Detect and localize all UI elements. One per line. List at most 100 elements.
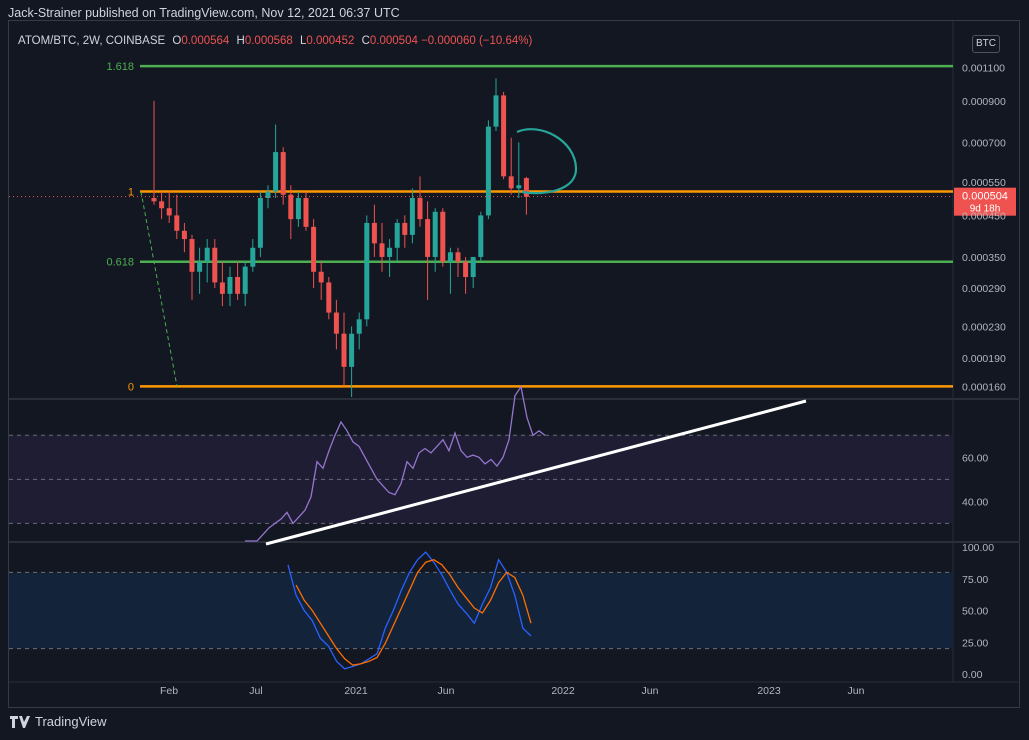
price-axis-tick: 0.001100 [962,63,1005,75]
candle-body [257,197,263,248]
candle-body [326,282,332,313]
rsi-axis-tick: 40.00 [962,496,988,508]
candle-body [181,230,187,240]
candle-body [387,247,393,257]
publisher-header: Jack-Strainer published on TradingView.c… [8,6,400,20]
candle-body [349,333,355,367]
candle-body [508,176,514,189]
tradingview-logo-icon [10,715,30,728]
candle-body [485,126,491,216]
candle-body [242,266,248,294]
candlestick-series [151,78,529,397]
candle-body [417,197,423,220]
stoch-d-line [295,558,532,666]
close-value: 0.000504 [369,35,418,47]
candle-body [371,222,377,244]
price-axis-tick: 0.000450 [962,210,1006,222]
time-axis-tick: Jul [249,685,262,697]
high-value: 0.000568 [244,35,293,47]
fib-level-label: 1.618 [106,61,134,73]
fib-level-label: 0.618 [106,257,134,269]
stoch-band [9,572,953,649]
stoch-axis-tick: 100.00 [962,542,994,554]
candle-body [311,226,317,272]
trendline-drawing [265,399,807,546]
candle-body [250,247,256,267]
candle-body [409,197,415,235]
candle-body [478,215,484,257]
candle-body [288,194,294,220]
candle-body [189,239,195,272]
candle-body [402,222,408,235]
candle-body [318,271,324,283]
candle-body [440,211,446,262]
price-axis-tick: 0.000900 [962,96,1006,108]
candle-body [219,282,225,294]
time-axis-tick: Feb [160,685,178,697]
high-label: H [236,35,245,47]
stoch-axis-tick: 25.00 [962,637,988,649]
candle-body [227,277,233,294]
candle-body [280,152,286,195]
candle-body [425,219,431,257]
candle-body [333,312,339,334]
price-axis-tick: 0.000190 [962,353,1006,365]
candle-body [159,201,165,209]
time-axis-tick: Jun [438,685,455,697]
candle-body [523,178,529,197]
candle-body [166,208,172,216]
price-axis-tick: 0.000290 [962,283,1006,295]
candle-body [394,222,400,248]
stoch-axis-tick: 75.00 [962,574,988,586]
candle-body [295,197,301,220]
stoch-rsi-pane: 100.00 75.00 50.00 25.00 0.00 [9,542,994,681]
fib-level-label: 1 [128,187,134,199]
rsi-pane: 60.00 40.00 [9,385,988,542]
price-axis-tick: 0.000350 [962,252,1006,264]
symbol-name[interactable]: ATOM/BTC, 2W, COINBASE [18,35,166,47]
price-axis-tick: 0.000700 [962,137,1006,149]
footer-brand: TradingView [10,714,107,729]
low-value: 0.000452 [306,35,355,47]
circle-drawing [516,128,578,195]
rsi-axis-tick: 60.00 [962,452,988,464]
candle-body [501,95,507,177]
fib-level-label: 0 [128,381,134,393]
candle-body [470,256,476,278]
stoch-k-line [287,551,532,670]
candle-body [341,333,347,367]
time-axis-tick: 2021 [344,685,368,697]
candle-body [204,247,210,262]
candle-body [235,277,241,294]
low-label: L [300,35,307,47]
rsi-line [245,385,546,542]
price-axis-tick: 0.000230 [962,321,1006,333]
time-axis-tick: 2023 [757,685,781,697]
candle-body [265,191,271,198]
brand-name: TradingView [35,714,107,729]
candle-body [463,261,469,278]
candle-body [455,252,461,262]
candle-body [212,247,218,283]
candle-body [379,243,385,257]
price-axis-tick: 0.000160 [962,381,1006,393]
candle-body [273,152,279,192]
open-value: 0.000564 [181,35,230,47]
currency-button[interactable]: BTC [972,35,1000,53]
candle-body [174,215,180,231]
stoch-axis-tick: 0.00 [962,669,983,681]
price-axis-tick: 0.000550 [962,177,1006,189]
candle-body [516,185,522,189]
candle-body [197,261,203,272]
open-label: O [172,35,182,47]
last-price-box [954,187,1016,216]
time-axis-tick: Jun [642,685,659,697]
candle-body [364,222,370,320]
fib-connector-line [140,191,178,387]
time-axis-tick: Jun [848,685,865,697]
last-price-value: 0.000504 [962,191,1008,203]
candle-body [493,95,499,127]
close-label: C [361,35,370,47]
last-price-countdown: 9d 18h [970,204,1001,215]
